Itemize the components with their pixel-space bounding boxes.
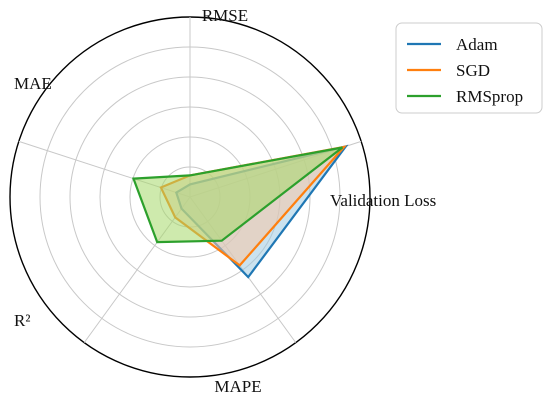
- series-line-rmsprop: [131, 146, 344, 244]
- axis-label-rmse: RMSE: [202, 6, 248, 25]
- radar-series: [131, 144, 349, 279]
- series-area-rmsprop: [133, 147, 343, 243]
- axis-labels: RMSE Validation Loss MAPE R² MAE: [14, 6, 436, 396]
- axis-label-mape: MAPE: [214, 377, 261, 396]
- legend-label-sgd: SGD: [456, 61, 490, 80]
- legend: Adam SGD RMSprop: [395, 22, 543, 114]
- axis-label-r: R²: [14, 311, 30, 330]
- legend-label-rmsprop: RMSprop: [456, 87, 523, 106]
- axis-label-mae: MAE: [14, 74, 52, 93]
- legend-label-adam: Adam: [456, 35, 498, 54]
- axis-label-validation-loss: Validation Loss: [330, 191, 436, 210]
- legend-box: [395, 22, 543, 114]
